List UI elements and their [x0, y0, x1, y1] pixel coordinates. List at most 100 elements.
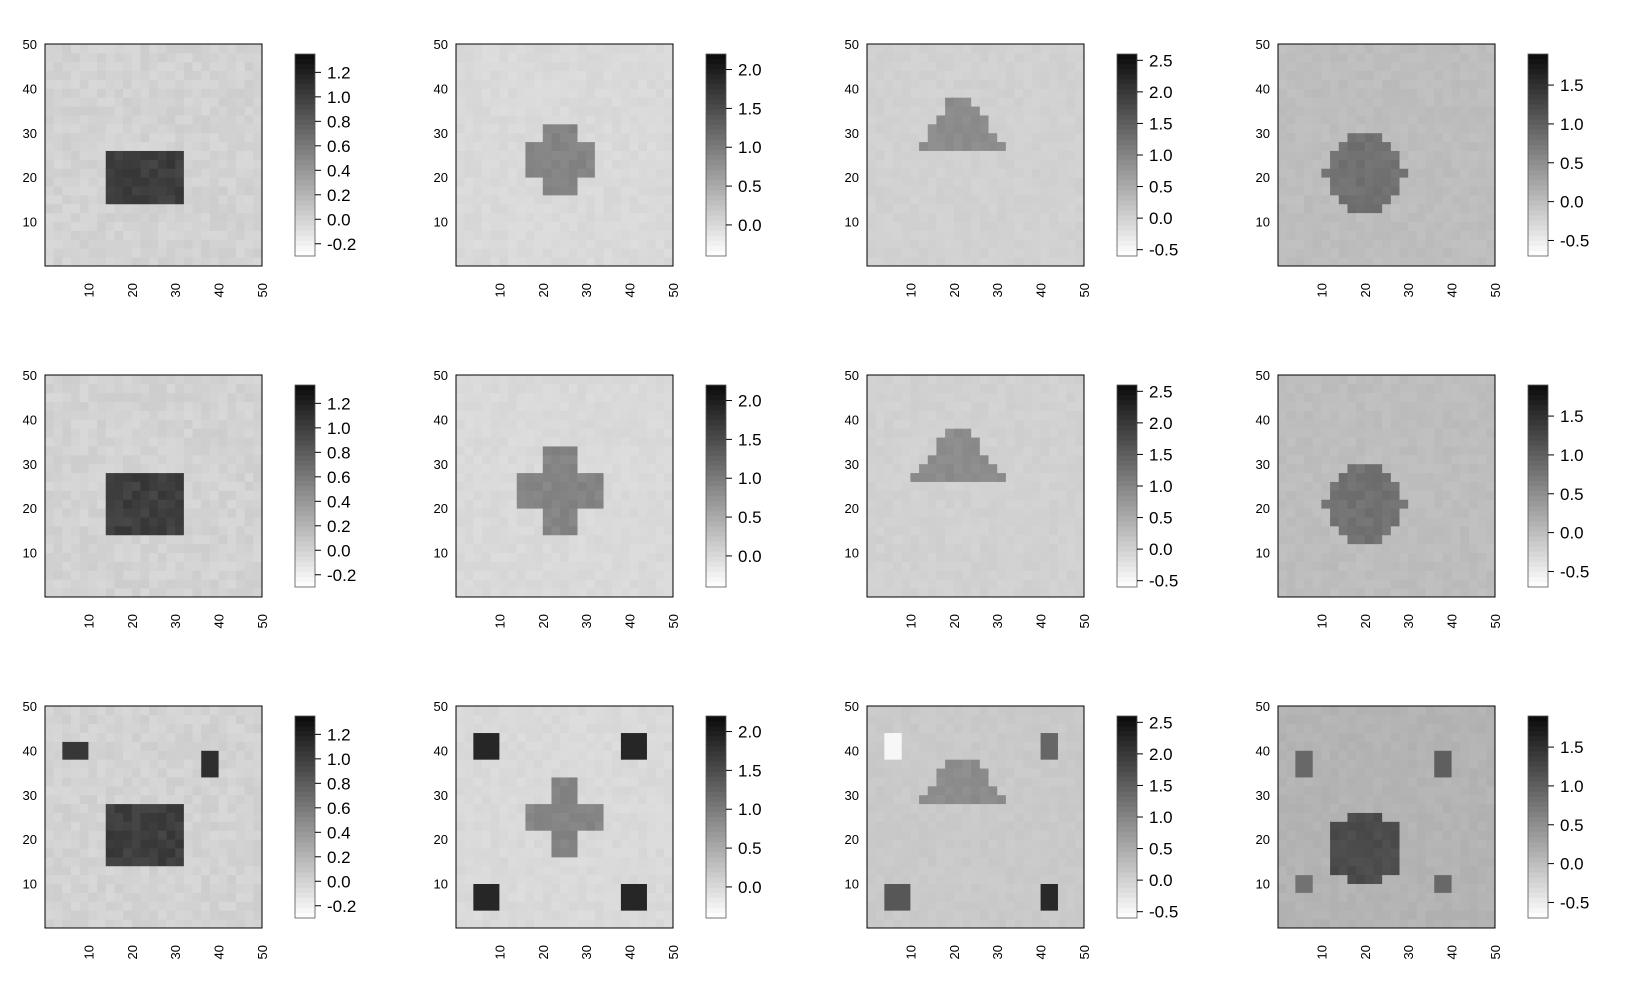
heatmap-cell: [140, 401, 150, 411]
heatmap-cell: [1425, 194, 1435, 205]
heatmap-cell: [149, 401, 159, 411]
heatmap-cell: [473, 543, 483, 553]
heatmap-cell: [53, 561, 63, 571]
heatmap-cell: [620, 168, 630, 178]
heatmap-cell: [1023, 383, 1033, 394]
colorbar-tick-label: 1.0: [1560, 115, 1584, 134]
heatmap-cell: [893, 579, 903, 589]
heatmap-cell: [1005, 454, 1015, 465]
heatmap-cell: [131, 428, 141, 438]
colorbar-swatch: [1528, 235, 1548, 242]
heatmap-cell: [638, 463, 648, 474]
heatmap-cell: [586, 177, 596, 187]
heatmap-cell: [508, 481, 518, 491]
heatmap-cell: [1075, 410, 1085, 420]
heatmap-cell: [919, 392, 929, 403]
heatmap-cell: [1390, 212, 1400, 222]
heatmap-cell: [499, 159, 509, 169]
heatmap-cell: [919, 463, 929, 474]
heatmap-cell: [997, 508, 1007, 518]
heatmap-cell: [612, 481, 622, 491]
heatmap-cell: [997, 570, 1007, 580]
colorbar-swatch: [1528, 89, 1548, 95]
heatmap-cell: [568, 543, 578, 553]
x-tick-label: 40: [212, 283, 227, 297]
heatmap-cell: [875, 401, 885, 411]
heatmap-cell: [1356, 52, 1366, 63]
heatmap-cell: [149, 52, 159, 63]
heatmap-cell: [901, 221, 911, 231]
heatmap-cell: [1286, 463, 1296, 474]
heatmap-cell: [209, 123, 219, 134]
heatmap-cell: [655, 579, 665, 589]
heatmap-cell: [149, 375, 159, 385]
heatmap-cell: [901, 186, 911, 196]
heatmap-cell: [997, 375, 1007, 385]
heatmap-cell: [253, 257, 263, 267]
heatmap-cell: [1321, 508, 1331, 518]
heatmap-cell: [79, 419, 89, 429]
heatmap-cell: [166, 177, 176, 187]
heatmap-cell: [1304, 472, 1314, 482]
heatmap-cell: [1442, 257, 1452, 267]
heatmap-cell: [79, 194, 89, 205]
heatmap-cell: [594, 552, 604, 562]
heatmap-cell: [88, 159, 98, 169]
heatmap-cell: [1066, 52, 1076, 63]
heatmap-cell: [1014, 499, 1024, 509]
heatmap-cell: [183, 543, 193, 553]
heatmap-cell: [551, 115, 561, 125]
heatmap-cell: [919, 481, 929, 491]
heatmap-cell: [1416, 177, 1426, 187]
heatmap-cell: [1321, 177, 1331, 187]
heatmap-cell: [910, 230, 920, 240]
heatmap-cell: [884, 70, 894, 80]
heatmap-cell: [218, 481, 228, 491]
heatmap-cell: [962, 579, 972, 589]
colorbar-swatch: [295, 149, 315, 156]
heatmap-cell: [1390, 150, 1400, 160]
heatmap-cell: [123, 150, 133, 160]
heatmap-cell: [482, 481, 492, 491]
heatmap-cell: [577, 239, 587, 249]
heatmap-cell: [971, 428, 981, 438]
colorbar-swatch: [295, 415, 315, 421]
heatmap-cell: [534, 194, 544, 205]
heatmap-cell: [586, 428, 596, 438]
heatmap-cell: [1031, 159, 1041, 169]
heatmap-cell: [192, 570, 202, 580]
heatmap-cell: [192, 446, 202, 456]
heatmap-cell: [586, 115, 596, 125]
heatmap-cell: [1286, 52, 1296, 63]
heatmap-cell: [603, 221, 613, 231]
heatmap-cell: [499, 248, 509, 258]
heatmap-cell: [1304, 561, 1314, 571]
heatmap-cell: [516, 150, 526, 160]
heatmap-cell: [910, 446, 920, 456]
heatmap-cell: [1442, 123, 1452, 134]
heatmap-cell: [953, 230, 963, 240]
heatmap-cell: [105, 525, 115, 536]
colorbar-swatch: [706, 84, 726, 90]
heatmap-cell: [516, 168, 526, 178]
heatmap-cell: [884, 499, 894, 509]
heatmap-cell: [927, 141, 937, 151]
heatmap-cell: [473, 212, 483, 222]
heatmap-cell: [936, 159, 946, 169]
heatmap-cell: [114, 177, 124, 187]
heatmap-cell: [192, 79, 202, 89]
heatmap-cell: [936, 221, 946, 231]
heatmap-cell: [927, 517, 937, 527]
heatmap-cell: [53, 186, 63, 196]
colorbar-swatch: [706, 64, 726, 70]
heatmap-cell: [53, 437, 63, 447]
heatmap-cell: [1066, 88, 1076, 98]
heatmap-cell: [638, 383, 648, 394]
heatmap-cell: [1390, 203, 1400, 214]
heatmap-cell: [235, 446, 246, 456]
heatmap-cell: [1278, 70, 1288, 80]
heatmap-cell: [464, 579, 474, 589]
heatmap-cell: [1286, 150, 1296, 160]
heatmap-cell: [664, 534, 674, 545]
heatmap-cell: [1356, 168, 1366, 178]
